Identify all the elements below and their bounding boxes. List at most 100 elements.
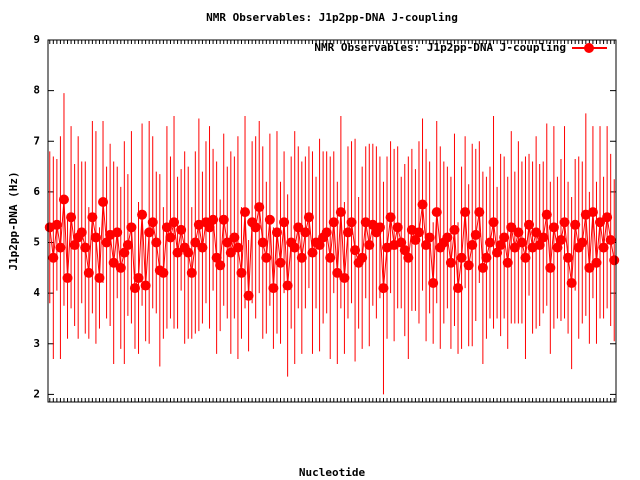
data-point [474,207,485,218]
plot-frame [47,39,617,403]
data-point [240,207,251,218]
data-point [335,207,346,218]
data-point [69,240,80,251]
data-point [282,280,293,291]
data-point [165,232,176,243]
data-point [467,240,478,251]
data-point [279,217,290,228]
data-point [172,247,183,258]
data-point [66,212,77,223]
data-point [87,212,98,223]
data-point [364,240,375,251]
data-point [428,278,439,289]
data-point [421,240,432,251]
y-tick-label: 8 [33,84,40,97]
data-point [609,255,620,266]
y-axis-label: J1p2pp-DNA (Hz) [7,171,20,270]
data-point [218,214,229,225]
data-point [506,222,517,233]
data-point [591,257,602,268]
data-point [90,232,101,243]
data-point [133,272,144,283]
y-tick-label: 6 [33,185,40,198]
data-point [570,219,581,230]
data-point [169,217,180,228]
data-point [541,209,552,220]
chart-title: NMR Observables: J1p2pp-DNA J-coupling [206,11,458,24]
data-point [176,224,187,235]
data-point [563,252,574,263]
data-point [261,252,272,263]
data-point [350,245,361,256]
legend-label: NMR Observables: J1p2pp-DNA J-coupling [314,41,566,54]
data-point [445,257,456,268]
data-point [509,242,520,253]
data-point [342,227,353,238]
data-point [488,217,499,228]
data-point [232,242,243,253]
data-point [339,272,350,283]
data-point [605,234,616,245]
data-point [559,217,570,228]
data-point [158,267,169,278]
data-point [463,260,474,271]
data-point [80,242,91,253]
data-point [48,252,59,263]
data-point [449,224,460,235]
data-point [442,232,453,243]
data-point [417,199,428,210]
data-point [577,237,588,248]
data-point [112,227,123,238]
data-point [98,197,109,208]
data-point [264,214,275,225]
data-point [516,237,527,248]
data-point [140,280,151,291]
data-point [222,237,233,248]
data-point [321,227,332,238]
data-point [492,247,503,258]
y-tick-label: 4 [33,286,40,299]
data-point [424,232,435,243]
data-point [555,234,566,245]
data-point [129,283,140,294]
data-point [108,257,119,268]
data-point [481,252,492,263]
data-point [83,267,94,278]
data-point [204,222,215,233]
data-point [307,247,318,258]
data-point [275,257,286,268]
data-point [545,262,556,273]
data-point [499,232,510,243]
data-point [431,207,442,218]
data-point [229,232,240,243]
data-point [385,212,396,223]
data-point [293,222,304,233]
data-point [328,217,339,228]
data-point [598,242,609,253]
data-point [534,240,545,251]
data-point [296,252,307,263]
data-point [584,262,595,273]
data-point [399,245,410,256]
data-point [403,252,414,263]
data-point [460,207,471,218]
data-point [396,237,407,248]
data-point [257,237,268,248]
x-axis-label: Nucleotide [299,466,366,479]
data-point [538,232,549,243]
data-point [548,222,559,233]
data-point [151,237,162,248]
data-point [502,257,513,268]
data-point [51,219,62,230]
data-point [115,262,126,273]
data-point [495,240,506,251]
y-tick-label: 5 [33,236,40,249]
data-point [211,252,222,263]
legend-marker [584,43,594,53]
data-point [76,227,87,238]
data-point [94,272,105,283]
data-point [137,209,148,220]
data-point [215,260,226,271]
data-point [453,283,464,294]
